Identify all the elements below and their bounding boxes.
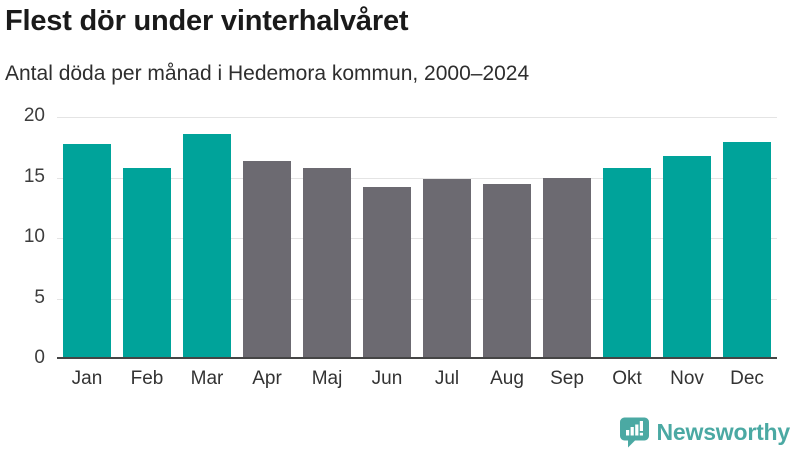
x-tick-label-sep: Sep: [550, 368, 584, 389]
x-tick-label-okt: Okt: [612, 368, 642, 389]
y-tick-label: 10: [23, 226, 45, 247]
y-tick-label: 15: [23, 165, 45, 187]
bar-apr: [243, 160, 291, 359]
bar-jul: [423, 178, 471, 359]
x-axis-line: [57, 357, 777, 359]
y-tick-label: 20: [23, 105, 45, 126]
x-tick-label-jun: Jun: [371, 368, 403, 389]
x-tick-label-jul: Jul: [434, 368, 460, 389]
newsworthy-logo-icon: [619, 416, 650, 448]
bar-jan: [63, 143, 111, 359]
gridline: [57, 238, 777, 239]
chart-title: Flest dör under vinterhalvåret: [5, 5, 409, 37]
x-tick-label-nov: Nov: [670, 368, 704, 389]
x-tick-label-jan: Jan: [71, 368, 103, 389]
bar-mar: [183, 133, 231, 359]
x-tick-label-apr: Apr: [252, 368, 282, 389]
y-tick-label: 5: [34, 286, 45, 308]
newsworthy-logo[interactable]: Newsworthy: [619, 416, 790, 448]
x-tick-label-aug: Aug: [490, 368, 524, 389]
x-tick-label-mar: Mar: [190, 368, 224, 389]
bar-maj: [303, 167, 351, 359]
gridline: [57, 117, 777, 118]
bar-dec: [723, 142, 771, 359]
chart-subtitle: Antal döda per månad i Hedemora kommun, …: [5, 62, 530, 85]
bar-jun: [363, 187, 411, 359]
y-tick-label: 0: [34, 347, 45, 368]
gridline: [57, 298, 777, 300]
bar-okt: [603, 167, 651, 359]
bar-aug: [483, 183, 531, 359]
bar-feb: [123, 167, 171, 359]
x-tick-label-dec: Dec: [730, 368, 764, 389]
bar-sep: [543, 177, 591, 359]
x-tick-label-feb: Feb: [130, 368, 164, 389]
x-axis: Jan Feb Mar Apr Maj Jun Jul Aug Sep Okt Nov Dec: [57, 368, 777, 394]
newsworthy-logo-text: Newsworthy: [656, 418, 791, 445]
plot-area: [57, 117, 777, 359]
bar-nov: [663, 155, 711, 359]
x-tick-label-maj: Maj: [311, 368, 343, 389]
gridline: [57, 177, 777, 179]
y-axis: 0 5 10 15 20: [0, 106, 45, 368]
